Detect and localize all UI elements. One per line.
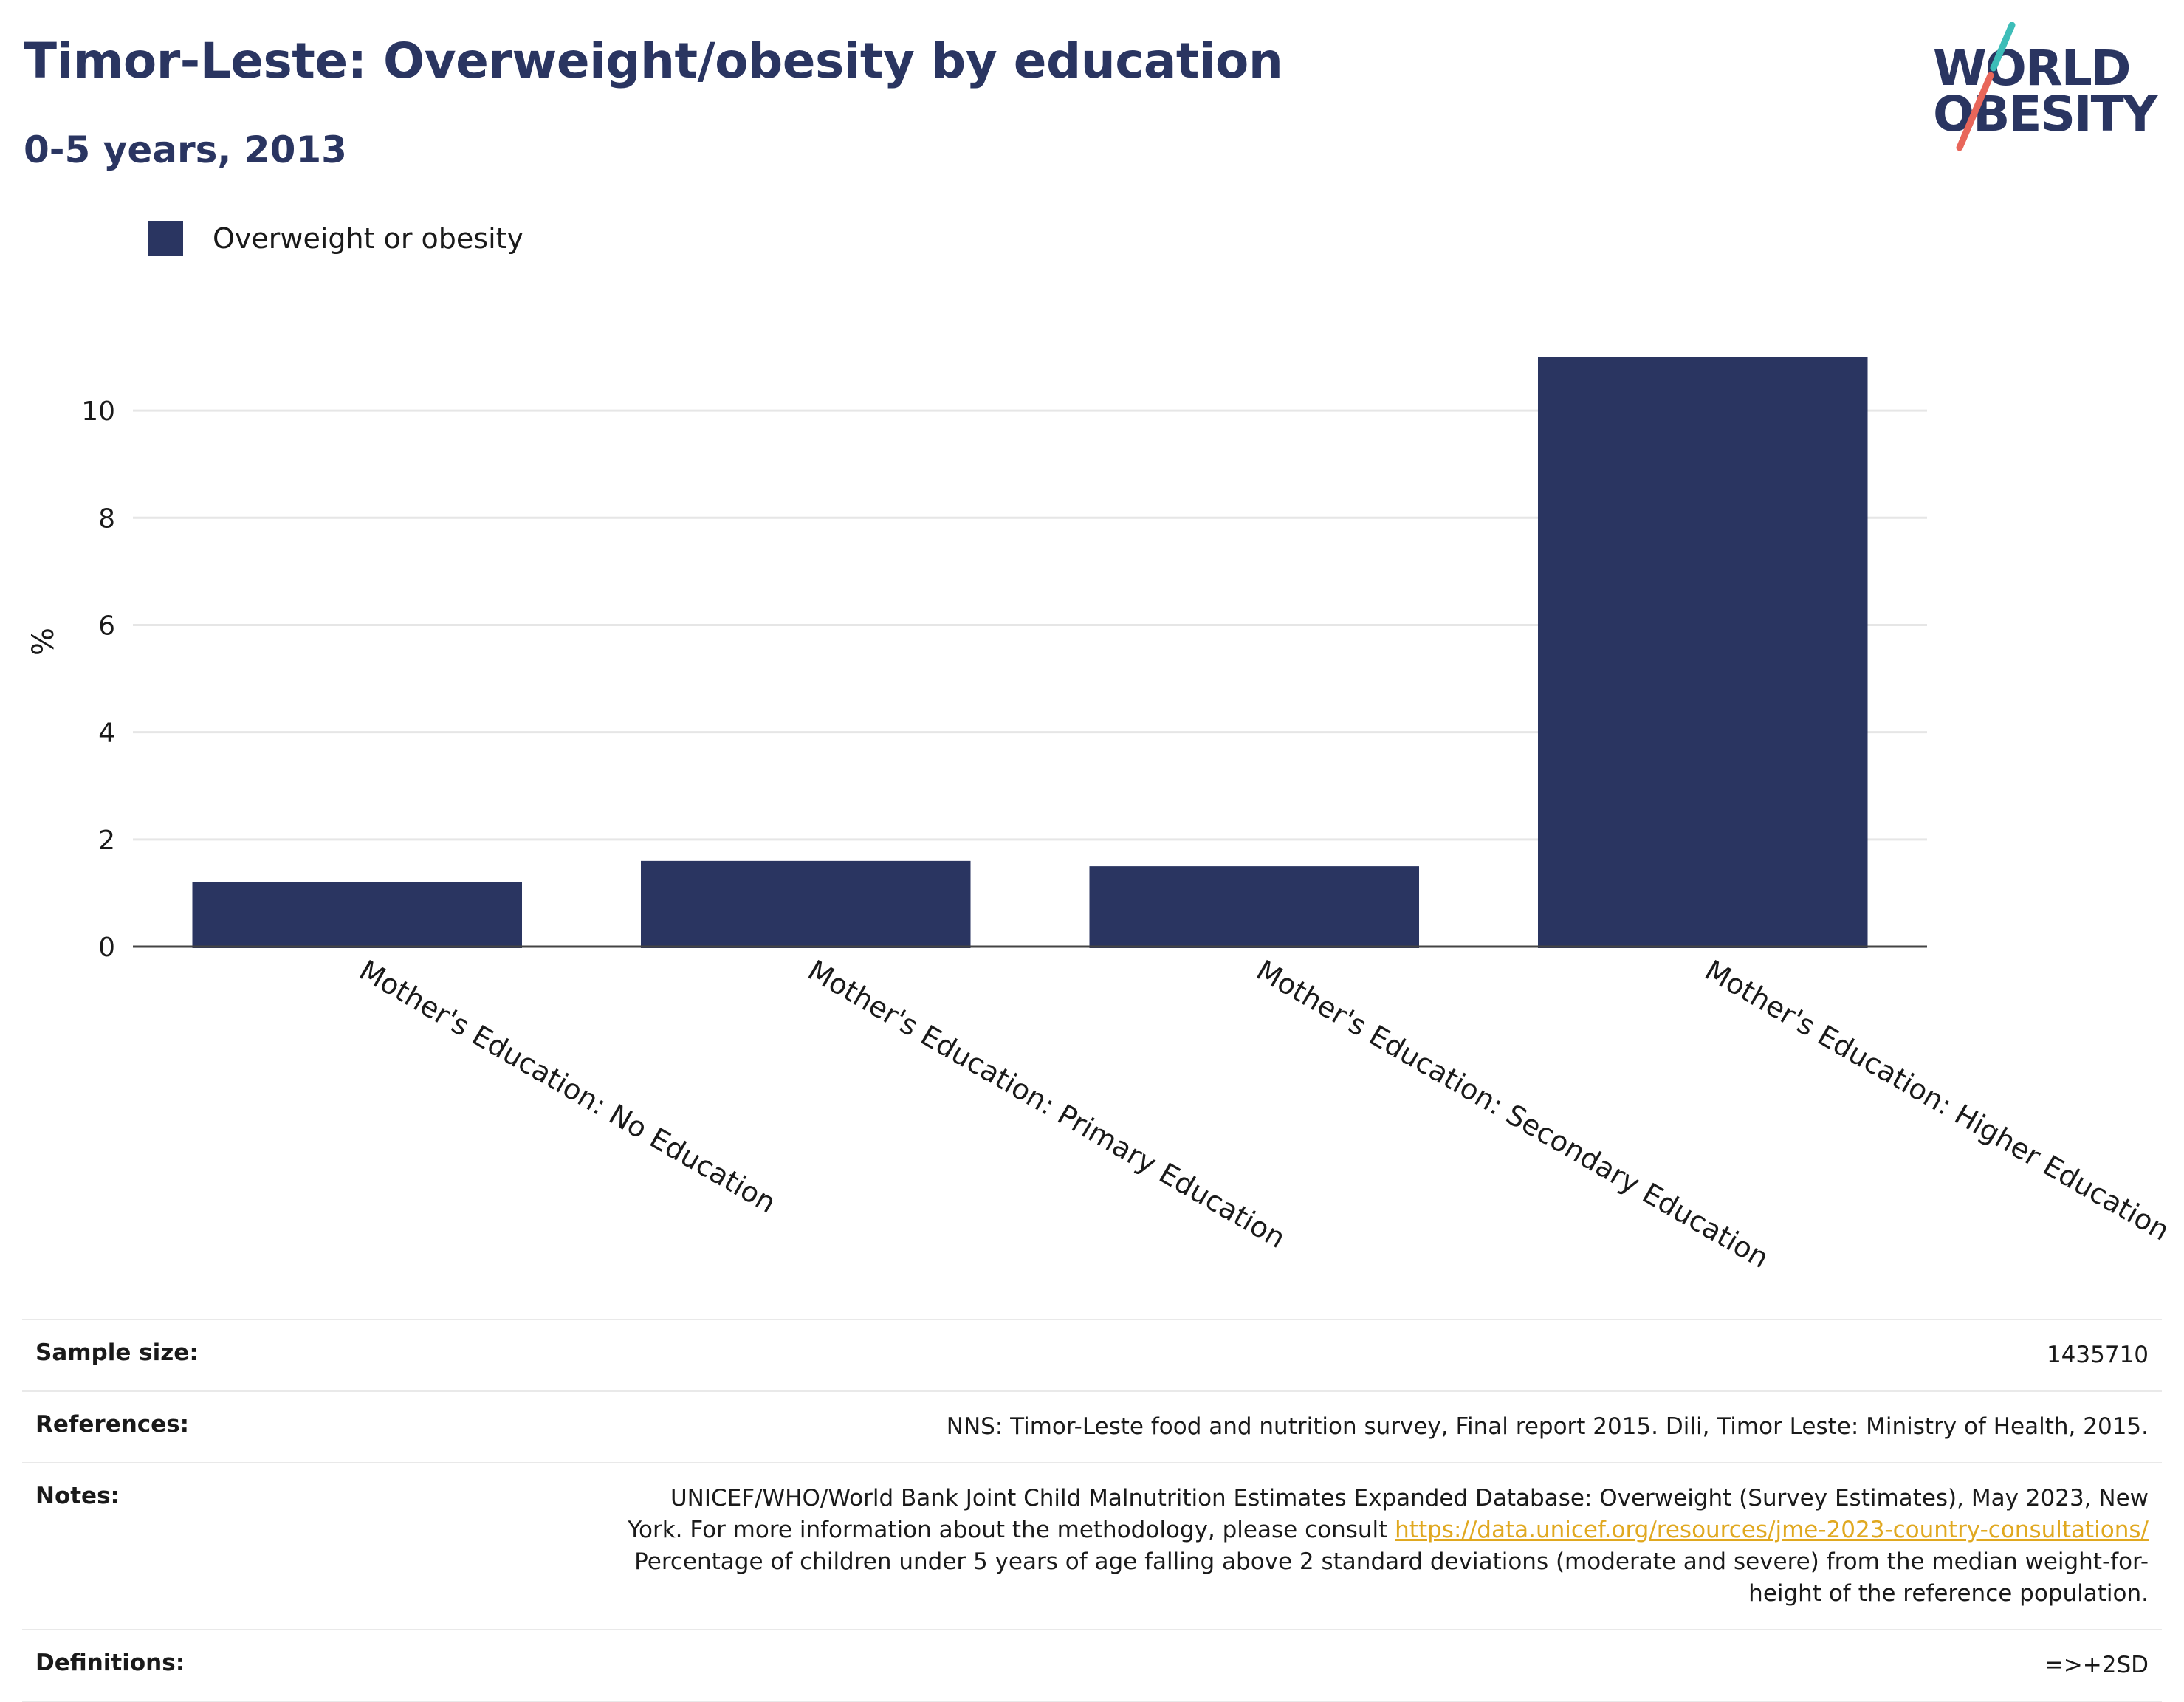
info-row-notes: Notes: UNICEF/WHO/World Bank Joint Child… [22,1462,2162,1629]
y-tick-label: 2 [98,826,115,856]
logo-word-world: WORLD [1933,40,2132,97]
notes-line-2-text: York. For more information about the met… [628,1517,1395,1543]
bar-1 [192,882,523,948]
x-tick-label: Mother's Education: Secondary Education [1251,954,1774,1275]
sample-size-label: Sample size: [35,1339,199,1366]
x-tick-label: Mother's Education: No Education [354,954,781,1220]
y-axis-label: % [27,628,61,656]
methodology-link[interactable]: https://data.unicef.org/resources/jme-20… [1395,1517,2149,1543]
legend-swatch [148,221,183,256]
y-tick-label: 10 [81,397,115,427]
legend-label: Overweight or obesity [213,222,524,255]
bar-2 [640,860,971,948]
info-row-definitions: Definitions: =>+2SD [22,1629,2162,1702]
sample-size-value: 1435710 [2046,1342,2149,1368]
notes-line-3: Percentage of children under 5 years of … [634,1548,2149,1575]
bar-chart: 0 2 4 6 8 10% Mother's Education: No Education… [27,357,2175,1275]
notes-line-2: York. For more information about the met… [357,1514,2149,1546]
world-obesity-logo: WORLD OBESITY [1927,22,2163,155]
x-tick-label: Mother's Education: Primary Education [803,954,1291,1255]
y-tick-label: 4 [98,718,115,749]
notes-label: Notes: [35,1483,120,1509]
chart-title: Timor-Leste: Overweight/obesity by educa… [24,32,1283,89]
y-tick-label: 6 [98,611,115,641]
notes-line-1: UNICEF/WHO/World Bank Joint Child Malnut… [670,1485,2149,1511]
info-table: Sample size: 1435710 References: NNS: Ti… [22,1319,2162,1702]
bar-4 [1537,357,1868,948]
logo-slash-icon [1956,22,2016,151]
references-value: NNS: Timor-Leste food and nutrition surv… [946,1413,2149,1440]
x-tick-label: Mother's Education: Higher Education [1700,954,2175,1247]
chart-subtitle: 0-5 years, 2013 [24,128,347,171]
definitions-value: =>+2SD [2044,1652,2149,1678]
y-tick-label: 0 [98,933,115,963]
bar-3 [1089,866,1420,948]
info-row-sample-size: Sample size: 1435710 [22,1319,2162,1390]
notes-line-4: height of the reference population. [1748,1580,2149,1607]
definitions-label: Definitions: [35,1650,185,1676]
references-label: References: [35,1411,190,1438]
y-tick-label: 8 [98,504,115,534]
notes-value: UNICEF/WHO/World Bank Joint Child Malnut… [344,1463,2162,1629]
info-row-references: References: NNS: Timor-Leste food and nu… [22,1390,2162,1462]
chart-legend: Overweight or obesity [148,220,523,257]
